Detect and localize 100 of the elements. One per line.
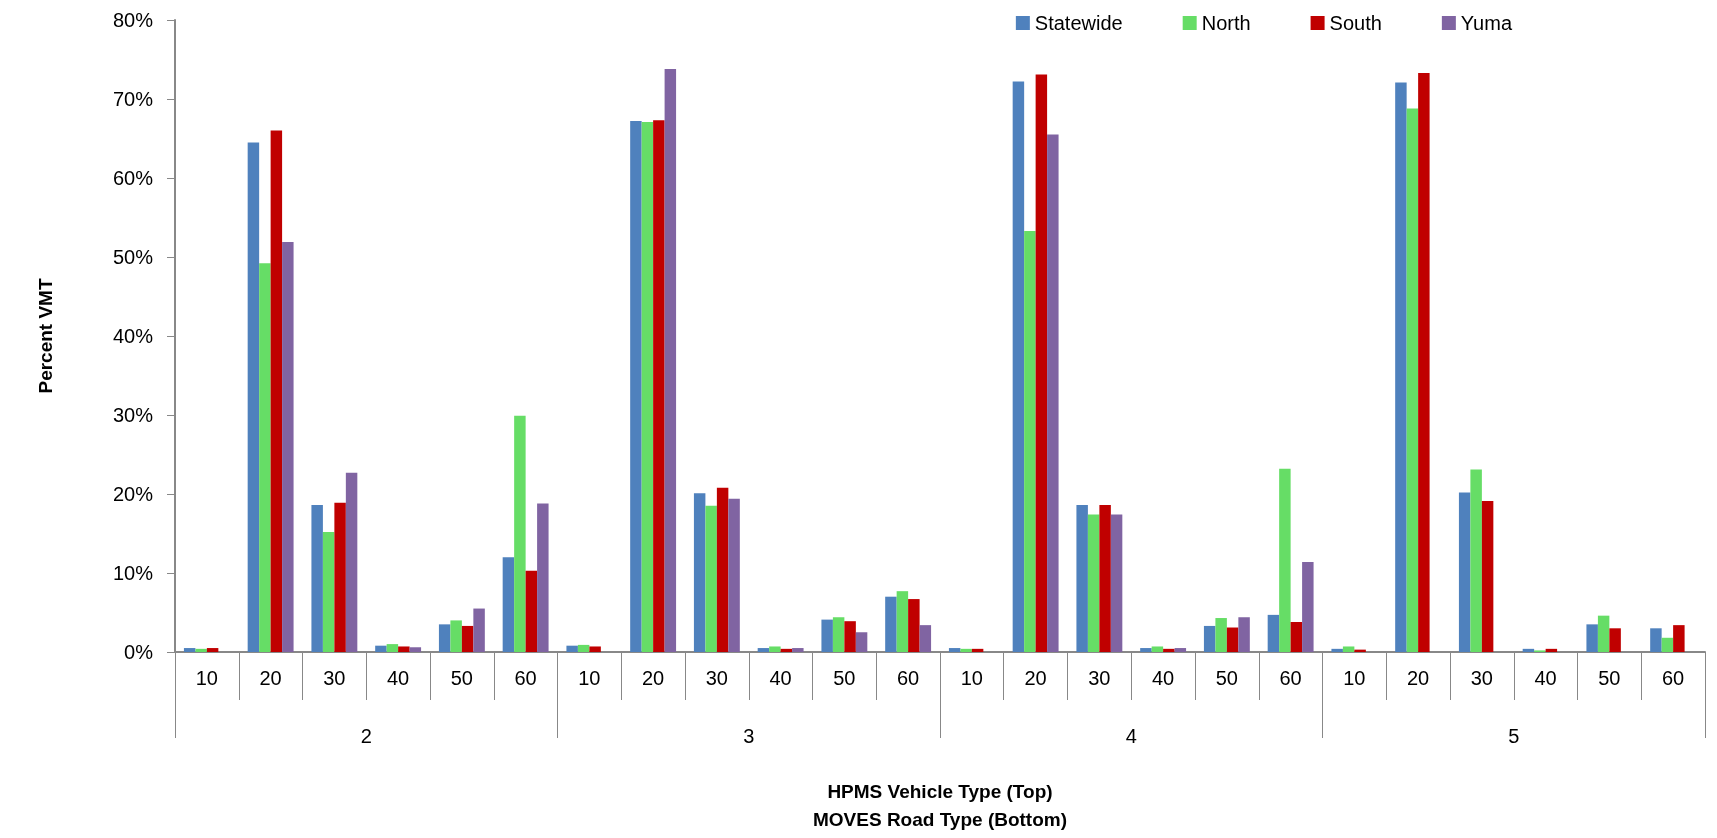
y-tick-label: 20% (112, 483, 154, 505)
bar (1586, 624, 1598, 652)
bar (1174, 648, 1187, 652)
x-tick-label: 30 (1470, 667, 1493, 689)
x-tick-label: 20 (1024, 667, 1047, 689)
x-tick-label: 40 (1534, 667, 1557, 689)
bar (1110, 514, 1123, 652)
x-tick-label: 40 (769, 667, 792, 689)
bar (780, 648, 793, 652)
x-tick-label: 50 (833, 667, 856, 689)
legend-label: Yuma (1460, 12, 1513, 34)
bar (1151, 646, 1164, 652)
x-tick-label: 60 (1279, 667, 1302, 689)
bar (1342, 646, 1355, 652)
bar (1226, 627, 1239, 652)
bar (653, 120, 665, 652)
bar (270, 130, 283, 652)
bar (1163, 648, 1175, 652)
bar (769, 646, 781, 652)
x-tick-label: 60 (514, 667, 537, 689)
bar (1470, 469, 1482, 652)
bar (641, 121, 654, 652)
text: 5 (1508, 725, 1520, 747)
bar (844, 621, 856, 652)
bar (908, 599, 920, 652)
bar (1597, 615, 1610, 652)
bar (919, 625, 932, 652)
text: 4 (1125, 725, 1137, 747)
bar (1481, 501, 1494, 652)
bar (1650, 628, 1662, 652)
bar (1087, 514, 1100, 652)
legend-label: South (1329, 12, 1382, 34)
x-tick-label: 20 (259, 667, 282, 689)
bar (728, 498, 740, 652)
bar (832, 617, 845, 652)
x-tick-label: 20 (642, 667, 665, 689)
bar (792, 648, 804, 652)
x-tick-label: 10 (1343, 667, 1366, 689)
bar (1406, 108, 1419, 652)
bar (1035, 74, 1048, 652)
bar (960, 648, 972, 652)
y-tick-label: 40% (112, 325, 154, 347)
bar (1522, 648, 1535, 652)
y-tick-label: 60% (112, 167, 154, 189)
bar (438, 624, 451, 652)
bar (1076, 505, 1088, 652)
bar (1215, 618, 1227, 652)
bar (375, 645, 387, 652)
bar (948, 648, 961, 652)
x-tick-label: 40 (1152, 667, 1175, 689)
bar (693, 493, 706, 652)
x-tick-label: 50 (450, 667, 473, 689)
bar (1673, 625, 1685, 652)
x-tick-label: 20 (1407, 667, 1430, 689)
bar (1047, 134, 1059, 652)
bar (1545, 648, 1558, 652)
bar (1140, 648, 1152, 652)
x-tick-label: 30 (1088, 667, 1111, 689)
bar (716, 487, 729, 652)
bar (473, 608, 485, 652)
bar (450, 620, 462, 652)
bar (885, 596, 897, 652)
y-tick-label: 10% (112, 562, 154, 584)
y-tick-label: 50% (112, 246, 154, 268)
bar (589, 646, 601, 652)
bar (1609, 628, 1621, 652)
legend-label: Statewide (1034, 12, 1123, 34)
bar (322, 531, 335, 652)
bar (1238, 617, 1250, 652)
x-tick-label: 60 (1662, 667, 1685, 689)
bar (206, 648, 219, 652)
text: 3 (743, 725, 755, 747)
y-tick-label: 80% (112, 9, 154, 31)
bar (1203, 625, 1216, 652)
bar (1302, 561, 1314, 652)
bar (1267, 614, 1280, 652)
bar (1024, 230, 1036, 652)
bar (1279, 468, 1291, 652)
bar (757, 648, 770, 652)
bar (821, 619, 833, 652)
bar (525, 570, 538, 652)
bar (664, 68, 677, 652)
bar (537, 503, 549, 652)
bar (398, 646, 410, 652)
bar (896, 591, 909, 652)
bar (345, 472, 358, 652)
y-axis-title: Percent VMT (35, 278, 56, 394)
bar (502, 557, 515, 652)
x-tick-label: 30 (323, 667, 346, 689)
x-tick-label: 30 (705, 667, 728, 689)
bar (247, 142, 260, 652)
bar (334, 502, 346, 652)
bar (409, 647, 422, 652)
bar (311, 505, 323, 652)
y-tick-label: 30% (112, 404, 154, 426)
legend-label: North (1201, 12, 1251, 34)
bar (1395, 82, 1407, 652)
x-tick-label: 10 (960, 667, 983, 689)
bar (1661, 637, 1674, 652)
bar (971, 648, 984, 652)
